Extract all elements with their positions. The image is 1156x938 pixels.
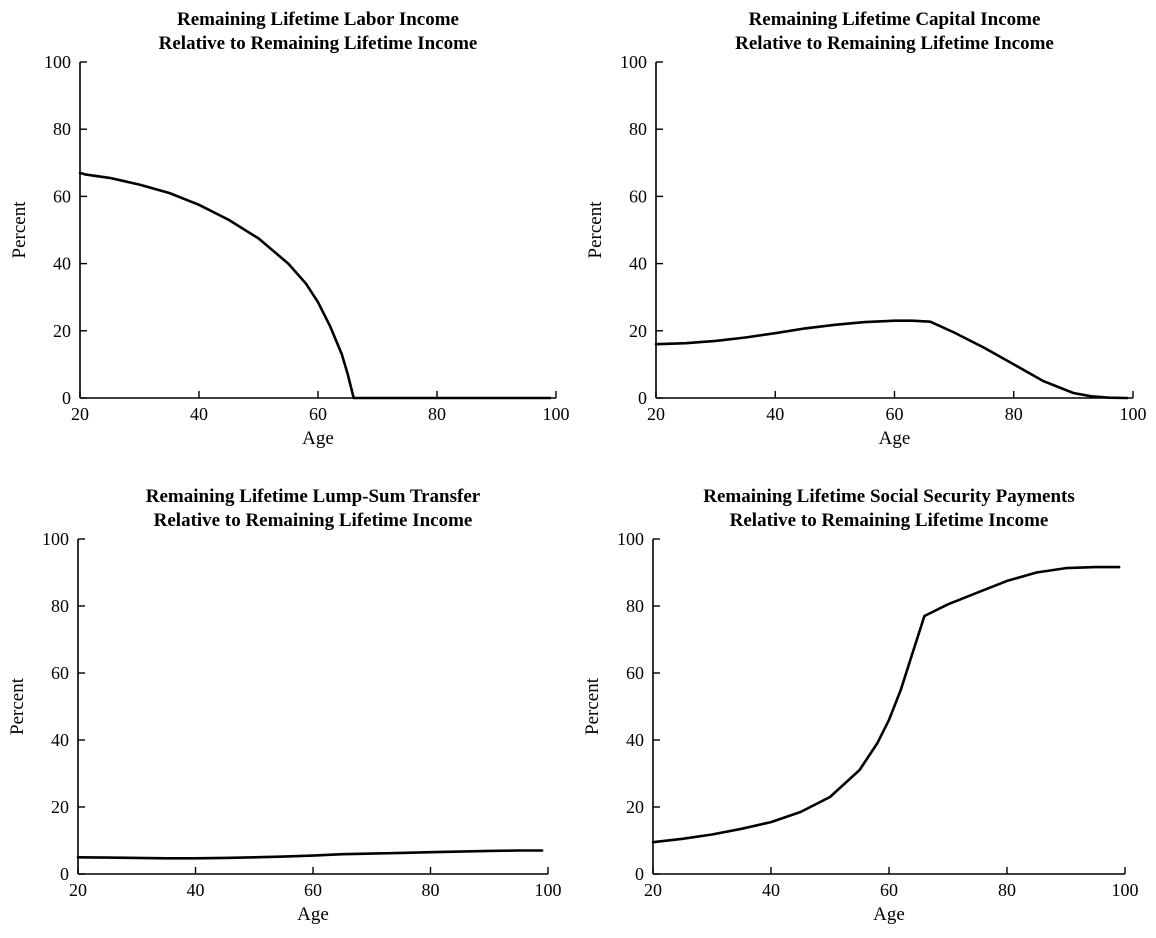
panel-lump-sum-transfer-y-tick-label: 60	[51, 663, 69, 683]
panel-lump-sum-transfer-x-tick-label: 80	[422, 880, 440, 900]
panel-capital-income-title-line-2: Relative to Remaining Lifetime Income	[735, 33, 1054, 54]
panel-lump-sum-transfer: Remaining Lifetime Lump-Sum Transfer Rela…	[7, 486, 562, 925]
panel-lump-sum-transfer-y-tick-label: 40	[51, 730, 69, 750]
panel-social-security-y-tick-label: 20	[626, 797, 644, 817]
panel-social-security-y-tick-label: 100	[617, 529, 644, 549]
panel-capital-income-x-tick-label: 100	[1120, 404, 1147, 424]
panel-labor-income-x-tick-label: 40	[190, 404, 208, 424]
panel-lump-sum-transfer-x-tick-label: 20	[69, 880, 87, 900]
panel-capital-income-y-tick-label: 40	[629, 254, 647, 274]
panel-capital-income-series-line	[654, 319, 1129, 400]
panel-lump-sum-transfer-x-tick-label: 40	[187, 880, 205, 900]
panel-labor-income-title-line-1: Remaining Lifetime Labor Income	[177, 9, 459, 30]
panel-capital-income-y-axis-label: Percent	[585, 201, 606, 259]
panel-labor-income-y-tick-label: 100	[44, 52, 71, 72]
panel-social-security-title-line-2: Relative to Remaining Lifetime Income	[730, 510, 1049, 531]
panel-capital-income-y-tick-label: 0	[638, 388, 647, 408]
panel-social-security-y-tick-label: 0	[635, 864, 644, 884]
panel-labor-income-x-tick-label: 100	[543, 404, 570, 424]
panel-social-security-y-axis-label: Percent	[582, 677, 603, 735]
panel-capital-income-x-tick-label: 20	[647, 404, 665, 424]
panel-social-security-x-tick-label: 20	[644, 880, 662, 900]
panel-capital-income-y-tick-label: 60	[629, 186, 647, 206]
panel-labor-income-x-tick-label: 60	[309, 404, 327, 424]
panel-capital-income-y-tick-label: 80	[629, 119, 647, 139]
panel-lump-sum-transfer-y-tick-label: 80	[51, 596, 69, 616]
panel-lump-sum-transfer-series-line	[76, 849, 544, 860]
panel-lump-sum-transfer-title-line-2: Relative to Remaining Lifetime Income	[154, 510, 473, 531]
panel-capital-income-x-axis-label: Age	[879, 428, 911, 449]
panel-labor-income: Remaining Lifetime Labor Income Relative …	[9, 9, 570, 449]
panel-social-security-x-tick-label: 40	[762, 880, 780, 900]
panel-social-security-series-line	[651, 565, 1121, 844]
panel-capital-income-title-line-1: Remaining Lifetime Capital Income	[749, 9, 1041, 30]
panel-lump-sum-transfer-y-axis-label: Percent	[7, 677, 28, 735]
panel-lump-sum-transfer-x-tick-label: 100	[535, 880, 562, 900]
panel-lump-sum-transfer-x-axis-label: Age	[297, 904, 329, 925]
panel-labor-income-series-line	[78, 171, 552, 400]
panel-lump-sum-transfer-y-tick-label: 20	[51, 797, 69, 817]
panel-social-security-title-line-1: Remaining Lifetime Social Security Payme…	[703, 486, 1075, 507]
panel-social-security-x-tick-label: 100	[1112, 880, 1139, 900]
panel-social-security-y-tick-label: 60	[626, 663, 644, 683]
panel-capital-income-x-tick-label: 60	[886, 404, 904, 424]
panel-lump-sum-transfer-y-tick-label: 100	[42, 529, 69, 549]
panel-capital-income-x-tick-label: 40	[766, 404, 784, 424]
panel-labor-income-title-line-2: Relative to Remaining Lifetime Income	[159, 33, 478, 54]
panel-lump-sum-transfer-title-line-1: Remaining Lifetime Lump-Sum Transfer	[146, 486, 481, 507]
panel-lump-sum-transfer-y-tick-label: 0	[60, 864, 69, 884]
panel-labor-income-y-tick-label: 40	[53, 254, 71, 274]
panel-capital-income: Remaining Lifetime Capital Income Relativ…	[585, 9, 1147, 449]
panel-capital-income-x-tick-label: 80	[1005, 404, 1023, 424]
panel-social-security: Remaining Lifetime Social Security Payme…	[582, 486, 1139, 925]
panel-labor-income-y-tick-label: 0	[62, 388, 71, 408]
panel-lump-sum-transfer-x-tick-label: 60	[304, 880, 322, 900]
panel-social-security-x-tick-label: 60	[880, 880, 898, 900]
panel-labor-income-y-tick-label: 80	[53, 119, 71, 139]
panel-labor-income-x-tick-label: 20	[71, 404, 89, 424]
panel-capital-income-y-tick-label: 20	[629, 321, 647, 341]
panel-social-security-x-axis-label: Age	[873, 904, 905, 925]
panel-capital-income-y-tick-label: 100	[620, 52, 647, 72]
panel-labor-income-y-axis-label: Percent	[9, 201, 30, 259]
panel-labor-income-y-tick-label: 60	[53, 186, 71, 206]
panel-labor-income-x-axis-label: Age	[302, 428, 334, 449]
panel-social-security-x-tick-label: 80	[998, 880, 1016, 900]
panel-social-security-y-tick-label: 80	[626, 596, 644, 616]
panel-social-security-y-tick-label: 40	[626, 730, 644, 750]
panel-labor-income-y-tick-label: 20	[53, 321, 71, 341]
panel-labor-income-x-tick-label: 80	[428, 404, 446, 424]
